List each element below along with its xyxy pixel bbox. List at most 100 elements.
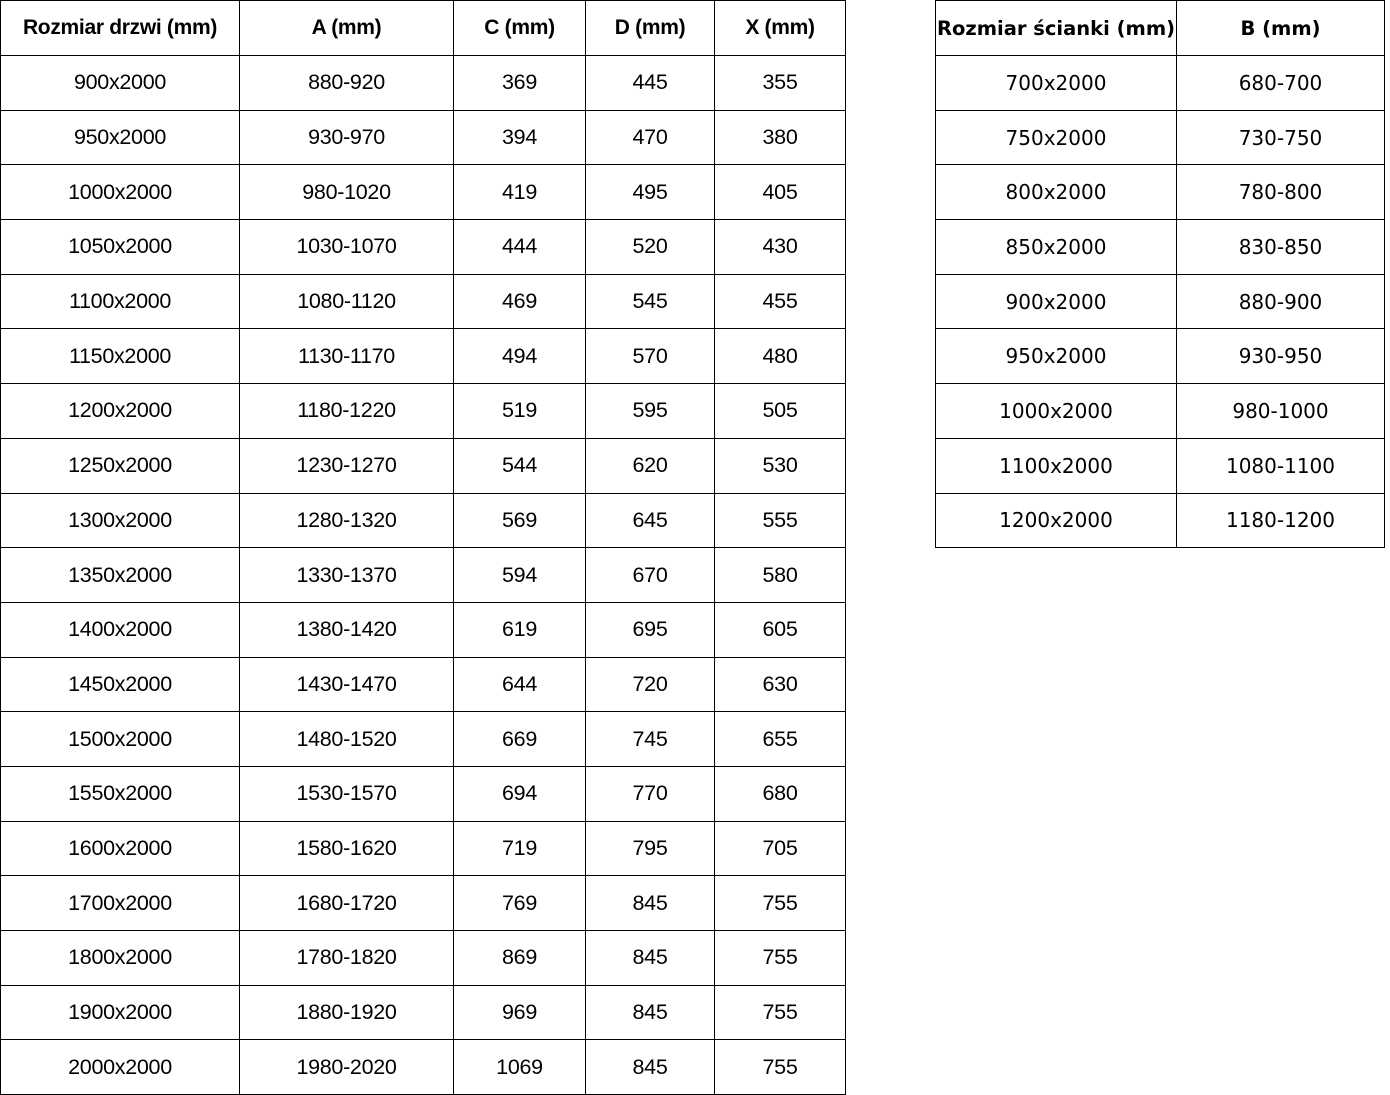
table-row: 950x2000 930-970 394 470 380 [0, 109, 846, 166]
door-cell: 380 [714, 109, 846, 166]
door-column-header-1: A (mm) [239, 0, 454, 56]
table-row: 1400x2000 1380-1420 619 695 605 [0, 601, 846, 658]
door-cell: 950x2000 [0, 109, 240, 166]
door-size-table-body: 900x2000 880-920 369 445 355 950x2000 930-970 3… [0, 55, 846, 1095]
wall-cell: 830-850 [1176, 219, 1385, 275]
door-cell: 1230-1270 [239, 437, 454, 494]
wall-cell: 1100x2000 [935, 437, 1177, 494]
door-column-header-4: X (mm) [714, 0, 846, 56]
door-cell: 469 [453, 273, 586, 330]
table-row: 800x2000 780-800 [935, 164, 1385, 221]
wall-cell: 700x2000 [935, 55, 1177, 111]
table-row: 1100x2000 1080-1120 469 545 455 [0, 273, 846, 330]
door-cell: 1580-1620 [239, 820, 454, 877]
wall-cell: 900x2000 [935, 273, 1177, 330]
door-cell: 900x2000 [0, 55, 240, 111]
wall-cell: 1080-1100 [1176, 437, 1385, 494]
door-size-table-head: Rozmiar drzwi (mm) A (mm) C (mm) D (mm) X (m… [0, 0, 846, 56]
wall-cell: 880-900 [1176, 273, 1385, 330]
door-cell: 1530-1570 [239, 765, 454, 822]
table-row: 950x2000 930-950 [935, 328, 1385, 385]
door-cell: 1200x2000 [0, 383, 240, 439]
table-header-row: Rozmiar ścianki (mm) B (mm) [935, 0, 1385, 56]
table-row: 1900x2000 1880-1920 969 845 755 [0, 984, 846, 1041]
table-row: 1800x2000 1780-1820 869 845 755 [0, 930, 846, 986]
wall-size-table-head: Rozmiar ścianki (mm) B (mm) [935, 0, 1385, 56]
door-cell: 1450x2000 [0, 656, 240, 713]
door-cell: 595 [585, 383, 715, 439]
table-row: 1550x2000 1530-1570 694 770 680 [0, 765, 846, 822]
wall-column-header-0: Rozmiar ścianki (mm) [935, 0, 1177, 56]
door-cell: 1600x2000 [0, 820, 240, 877]
door-cell: 580 [714, 547, 846, 603]
door-cell: 1350x2000 [0, 547, 240, 603]
table-row: 1500x2000 1480-1520 669 745 655 [0, 711, 846, 767]
table-row: 900x2000 880-920 369 445 355 [0, 55, 846, 111]
wall-cell: 950x2000 [935, 328, 1177, 385]
door-column-header-3: D (mm) [585, 0, 715, 56]
door-cell: 1980-2020 [239, 1039, 454, 1095]
wall-cell: 680-700 [1176, 55, 1385, 111]
table-row: 1050x2000 1030-1070 444 520 430 [0, 219, 846, 275]
door-cell: 545 [585, 273, 715, 330]
door-cell: 1180-1220 [239, 383, 454, 439]
table-row: 900x2000 880-900 [935, 273, 1385, 330]
door-cell: 594 [453, 547, 586, 603]
door-cell: 505 [714, 383, 846, 439]
door-cell: 630 [714, 656, 846, 713]
door-cell: 1480-1520 [239, 711, 454, 767]
door-cell: 1430-1470 [239, 656, 454, 713]
door-cell: 519 [453, 383, 586, 439]
door-size-table: Rozmiar drzwi (mm) A (mm) C (mm) D (mm) X (m… [0, 0, 846, 1095]
table-row: 750x2000 730-750 [935, 109, 1385, 166]
table-row: 1000x2000 980-1020 419 495 405 [0, 164, 846, 221]
door-cell: 1150x2000 [0, 328, 240, 385]
door-cell: 555 [714, 492, 846, 549]
wall-cell: 1180-1200 [1176, 492, 1385, 549]
door-cell: 969 [453, 984, 586, 1041]
door-cell: 605 [714, 601, 846, 658]
door-cell: 1550x2000 [0, 765, 240, 822]
door-cell: 1900x2000 [0, 984, 240, 1041]
door-cell: 1800x2000 [0, 930, 240, 986]
wall-cell: 750x2000 [935, 109, 1177, 166]
door-cell: 755 [714, 930, 846, 986]
wall-cell: 1000x2000 [935, 383, 1177, 439]
door-cell: 430 [714, 219, 846, 275]
wall-cell: 980-1000 [1176, 383, 1385, 439]
door-cell: 770 [585, 765, 715, 822]
door-cell: 569 [453, 492, 586, 549]
door-cell: 769 [453, 875, 586, 931]
door-cell: 869 [453, 930, 586, 986]
door-cell: 705 [714, 820, 846, 877]
door-cell: 1030-1070 [239, 219, 454, 275]
table-row: 850x2000 830-850 [935, 219, 1385, 275]
door-cell: 795 [585, 820, 715, 877]
door-cell: 1000x2000 [0, 164, 240, 221]
table-row: 1200x2000 1180-1220 519 595 505 [0, 383, 846, 439]
door-column-header-2: C (mm) [453, 0, 586, 56]
door-cell: 680 [714, 765, 846, 822]
door-cell: 1069 [453, 1039, 586, 1095]
door-cell: 405 [714, 164, 846, 221]
door-cell: 670 [585, 547, 715, 603]
door-cell: 1250x2000 [0, 437, 240, 494]
wall-cell: 800x2000 [935, 164, 1177, 221]
door-cell: 845 [585, 875, 715, 931]
door-cell: 444 [453, 219, 586, 275]
table-row: 1600x2000 1580-1620 719 795 705 [0, 820, 846, 877]
table-row: 1100x2000 1080-1100 [935, 437, 1385, 494]
door-cell: 880-920 [239, 55, 454, 111]
door-cell: 1050x2000 [0, 219, 240, 275]
door-cell: 980-1020 [239, 164, 454, 221]
wall-cell: 930-950 [1176, 328, 1385, 385]
door-cell: 1680-1720 [239, 875, 454, 931]
table-row: 1450x2000 1430-1470 644 720 630 [0, 656, 846, 713]
door-cell: 530 [714, 437, 846, 494]
door-cell: 355 [714, 55, 846, 111]
door-cell: 655 [714, 711, 846, 767]
table-row: 700x2000 680-700 [935, 55, 1385, 111]
door-cell: 455 [714, 273, 846, 330]
door-cell: 1330-1370 [239, 547, 454, 603]
door-cell: 644 [453, 656, 586, 713]
